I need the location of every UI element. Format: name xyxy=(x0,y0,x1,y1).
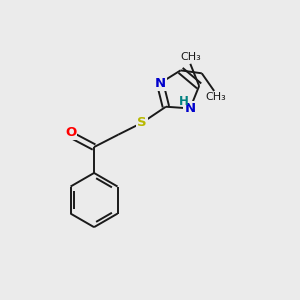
Text: H: H xyxy=(179,94,188,107)
Text: N: N xyxy=(184,102,196,115)
Text: S: S xyxy=(137,116,147,129)
Text: N: N xyxy=(154,77,166,90)
Text: CH₃: CH₃ xyxy=(205,92,226,103)
Text: CH₃: CH₃ xyxy=(180,52,201,62)
Text: O: O xyxy=(65,126,76,139)
